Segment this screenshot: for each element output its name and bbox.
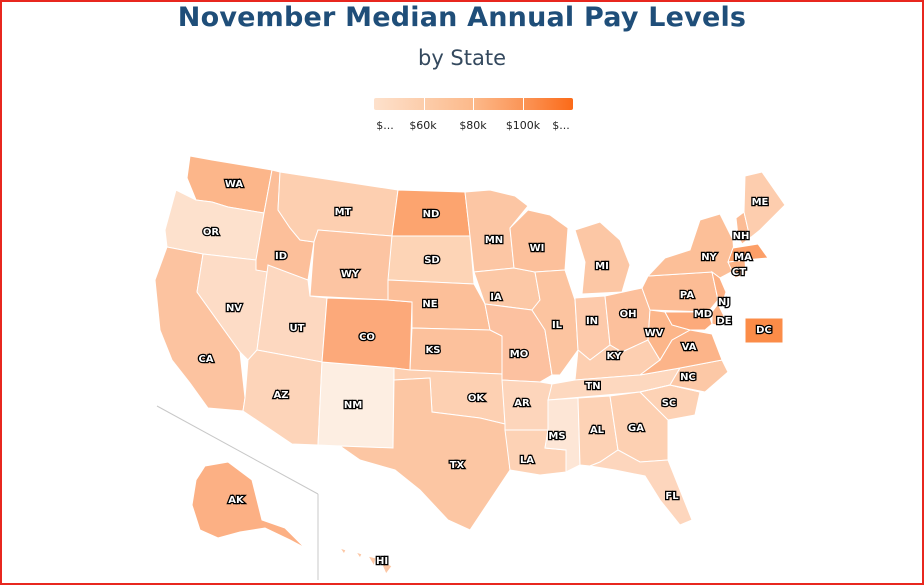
state-label-fl: FL <box>665 491 679 502</box>
state-label-ak: AK <box>228 495 245 506</box>
state-label-mo: MO <box>510 349 528 360</box>
state-label-md: MD <box>694 309 712 320</box>
state-label-ut: UT <box>290 323 305 334</box>
state-label-mt: MT <box>335 207 352 218</box>
state-il[interactable] <box>531 269 579 376</box>
state-label-hi: HI <box>376 556 388 567</box>
legend-tick <box>424 98 425 110</box>
state-nc[interactable] <box>639 359 729 393</box>
state-label-mn: MN <box>485 235 503 246</box>
color-legend-bar <box>374 98 573 110</box>
state-nj[interactable] <box>711 270 727 305</box>
legend-label-max: $... <box>552 119 570 132</box>
state-label-or: OR <box>203 227 220 238</box>
state-label-ga: GA <box>628 423 644 434</box>
state-label-ar: AR <box>514 398 530 409</box>
state-label-me: ME <box>752 197 769 208</box>
state-label-wv: WV <box>645 328 664 339</box>
state-label-il: IL <box>552 320 563 331</box>
state-tx[interactable] <box>338 377 511 531</box>
legend-tick <box>523 98 524 110</box>
state-ks[interactable] <box>409 327 503 375</box>
state-fl[interactable] <box>588 449 693 526</box>
state-label-ca: CA <box>198 354 213 365</box>
state-mi[interactable] <box>574 221 631 295</box>
state-label-sc: SC <box>662 398 677 409</box>
state-label-ma: MA <box>734 252 752 263</box>
state-label-tn: TN <box>585 381 600 392</box>
chart-subtitle: by State <box>417 46 507 70</box>
state-label-nm: NM <box>344 400 362 411</box>
chart-title: November Median Annual Pay Levels <box>177 2 747 33</box>
state-label-la: LA <box>520 455 534 466</box>
state-label-nv: NV <box>226 303 242 314</box>
state-label-nd: ND <box>423 209 440 220</box>
state-ma[interactable] <box>727 243 769 263</box>
state-ny[interactable] <box>646 213 736 279</box>
state-label-in: IN <box>586 316 598 327</box>
state-label-nc: NC <box>680 372 696 383</box>
state-label-tx: TX <box>450 460 465 471</box>
state-label-ia: IA <box>490 292 502 303</box>
state-label-nj: NJ <box>718 297 730 308</box>
inset-divider <box>156 405 319 495</box>
state-hi[interactable] <box>338 547 393 575</box>
state-label-nh: NH <box>733 231 750 242</box>
state-label-wa: WA <box>225 179 244 190</box>
state-label-ms: MS <box>548 431 565 442</box>
state-wi[interactable] <box>509 209 569 273</box>
state-label-wy: WY <box>341 269 360 280</box>
state-label-al: AL <box>590 425 605 436</box>
legend-label-100k: $100k <box>505 119 541 132</box>
state-label-ne: NE <box>422 299 437 310</box>
state-label-dc: DC <box>756 325 772 336</box>
state-label-mi: MI <box>595 261 609 272</box>
legend-tick <box>473 98 474 110</box>
state-label-ct: CT <box>732 267 746 278</box>
state-label-az: AZ <box>274 390 289 401</box>
state-label-id: ID <box>275 251 287 262</box>
state-de[interactable] <box>711 303 725 327</box>
state-me[interactable] <box>743 171 786 239</box>
state-label-sd: SD <box>424 255 440 266</box>
state-label-co: CO <box>359 332 375 343</box>
state-ak[interactable] <box>191 461 306 549</box>
state-label-ky: KY <box>607 351 623 362</box>
state-label-ny: NY <box>701 252 717 263</box>
legend-label-min: $... <box>376 119 394 132</box>
state-label-wi: WI <box>530 243 545 254</box>
legend-label-60k: $60k <box>409 119 437 132</box>
state-dc[interactable] <box>744 317 784 344</box>
state-label-ok: OK <box>468 393 486 404</box>
state-label-va: VA <box>682 342 697 353</box>
state-label-pa: PA <box>680 290 694 301</box>
state-wy[interactable] <box>309 229 393 301</box>
state-label-de: DE <box>716 316 731 327</box>
legend-label-80k: $80k <box>459 119 487 132</box>
state-label-oh: OH <box>620 309 637 320</box>
state-label-ks: KS <box>426 345 441 356</box>
state-nh[interactable] <box>735 211 751 245</box>
state-md[interactable] <box>664 311 713 331</box>
